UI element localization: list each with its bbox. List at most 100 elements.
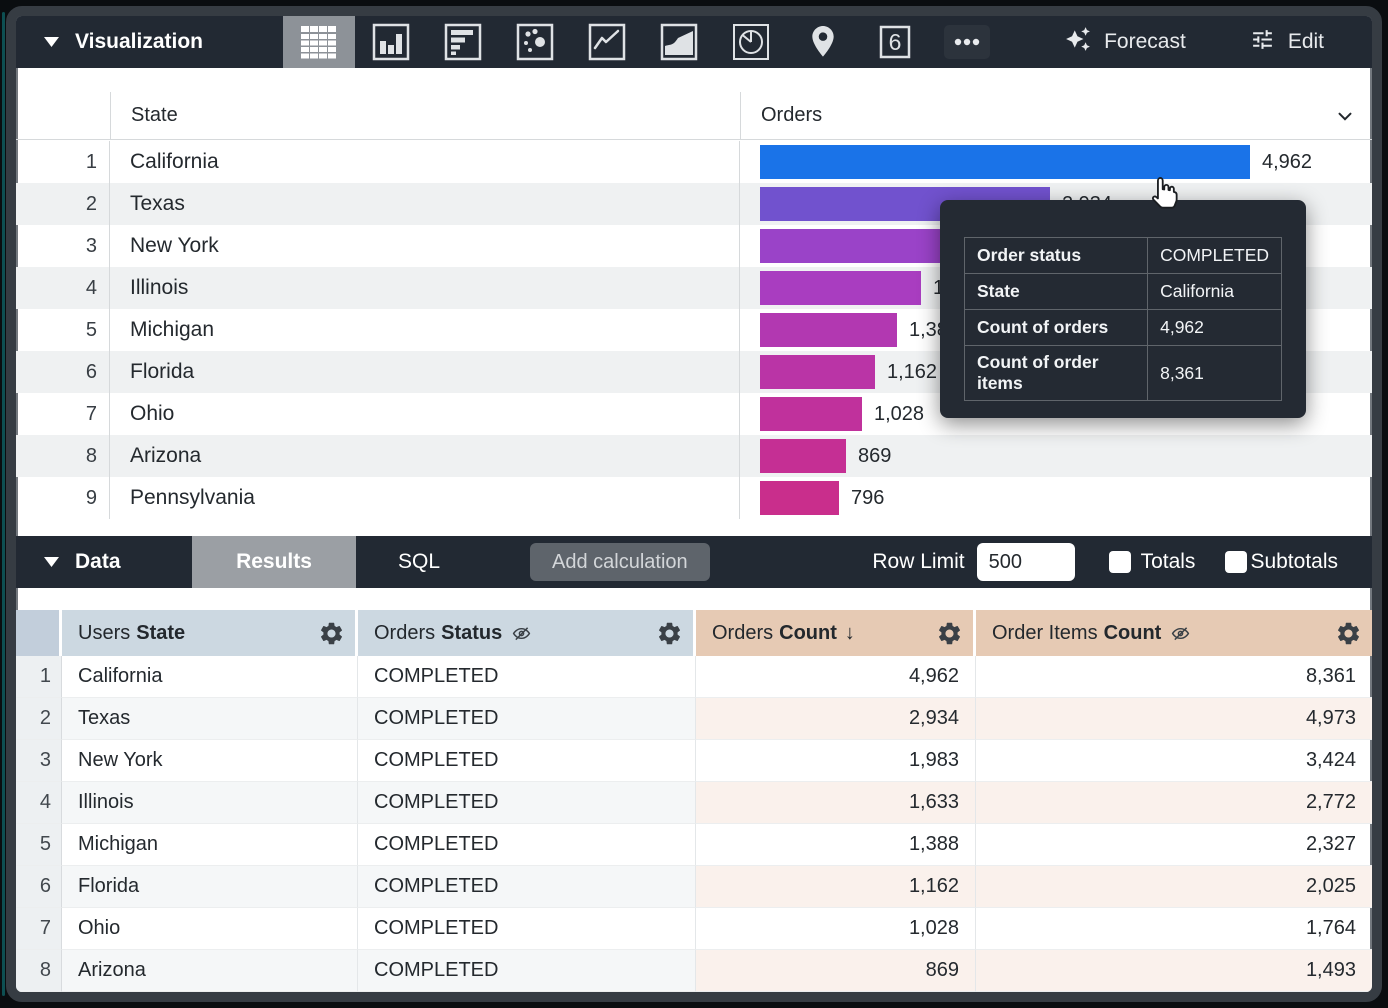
cell[interactable]: COMPLETED: [358, 950, 696, 992]
svg-text:6: 6: [889, 29, 902, 55]
orders-bar[interactable]: [760, 313, 897, 347]
single-value-icon[interactable]: 6: [859, 16, 931, 68]
edit-button[interactable]: Edit: [1250, 27, 1324, 58]
cell[interactable]: 2,772: [976, 782, 1372, 824]
orders-bar[interactable]: [760, 397, 862, 431]
edit-label: Edit: [1287, 30, 1324, 53]
column-prefix: Order Items: [992, 621, 1098, 644]
cell[interactable]: COMPLETED: [358, 656, 696, 698]
cell[interactable]: 1,388: [696, 824, 976, 866]
viz-row-number: 9: [16, 477, 110, 519]
orders-bar[interactable]: [760, 481, 839, 515]
cell[interactable]: 2,934: [696, 698, 976, 740]
cell[interactable]: COMPLETED: [358, 782, 696, 824]
table-icon[interactable]: [283, 16, 355, 68]
subtotals-checkbox[interactable]: [1225, 551, 1248, 573]
orders-bar[interactable]: [760, 439, 846, 473]
cell[interactable]: 3,424: [976, 740, 1372, 782]
viz-row-number: 4: [16, 267, 110, 309]
scatter-plot-icon[interactable]: [499, 16, 571, 68]
state-header-label: State: [131, 104, 178, 126]
row-limit-input[interactable]: [976, 543, 1075, 581]
viz-state-cell: Michigan: [110, 309, 740, 351]
cell[interactable]: Texas: [62, 698, 358, 740]
cell[interactable]: 869: [696, 950, 976, 992]
cell[interactable]: Illinois: [62, 782, 358, 824]
cell[interactable]: 1,764: [976, 908, 1372, 950]
area-chart-icon[interactable]: [643, 16, 715, 68]
cell[interactable]: COMPLETED: [358, 740, 696, 782]
orders-bar[interactable]: [760, 355, 875, 389]
viz-row-number: 6: [16, 351, 110, 393]
tab-results[interactable]: Results: [192, 536, 356, 588]
bar-value-label: 869: [858, 444, 892, 467]
column-header-orders-count[interactable]: Orders Count ↓: [696, 610, 976, 656]
cell[interactable]: 1,028: [696, 908, 976, 950]
hidden-eye-slash-icon: [1170, 623, 1191, 644]
visualization-section-toggle[interactable]: Visualization: [16, 16, 283, 68]
results-table-body: 1 California COMPLETED 4,962 8,361 2 Texas COMP…: [16, 656, 1372, 992]
cell[interactable]: 1,983: [696, 740, 976, 782]
column-chart-icon[interactable]: [355, 16, 427, 68]
cell[interactable]: Ohio: [62, 908, 358, 950]
column-header-order-items-count[interactable]: Order Items Count: [976, 610, 1372, 656]
viz-state-column-header[interactable]: State: [110, 92, 740, 139]
cell[interactable]: COMPLETED: [358, 824, 696, 866]
cell[interactable]: Michigan: [62, 824, 358, 866]
cell[interactable]: COMPLETED: [358, 866, 696, 908]
data-section-toggle[interactable]: Data: [16, 536, 192, 588]
cell[interactable]: Arizona: [62, 950, 358, 992]
viz-state-cell: Pennsylvania: [110, 477, 740, 519]
cell[interactable]: New York: [62, 740, 358, 782]
explore-window: Visualization 6 Forecast Edit State Orde…: [6, 6, 1382, 1002]
cell[interactable]: 2,025: [976, 866, 1372, 908]
viz-state-cell: California: [110, 141, 740, 183]
viz-orders-column-header[interactable]: Orders: [740, 92, 1372, 139]
table-row: 5 Michigan COMPLETED 1,388 2,327: [16, 824, 1372, 866]
cell[interactable]: 1,633: [696, 782, 976, 824]
orders-bar[interactable]: [760, 145, 1250, 179]
more-icon[interactable]: [931, 16, 1003, 68]
column-header-orders-status[interactable]: Orders Status: [358, 610, 696, 656]
line-chart-icon[interactable]: [571, 16, 643, 68]
gear-icon[interactable]: [1335, 620, 1362, 647]
forecast-button[interactable]: Forecast: [1065, 26, 1186, 58]
viz-state-cell: Illinois: [110, 267, 740, 309]
tab-sql[interactable]: SQL: [397, 550, 441, 573]
gear-icon[interactable]: [936, 620, 963, 647]
viz-type-icon-row: 6: [283, 16, 1003, 68]
totals-checkbox[interactable]: [1108, 551, 1131, 573]
cell[interactable]: 4,962: [696, 656, 976, 698]
cell[interactable]: California: [62, 656, 358, 698]
cell[interactable]: 4,973: [976, 698, 1372, 740]
viz-orders-cell: 869: [740, 435, 1372, 477]
cell[interactable]: 1,162: [696, 866, 976, 908]
cell[interactable]: 8,361: [976, 656, 1372, 698]
orders-bar[interactable]: [760, 271, 921, 305]
cell[interactable]: Florida: [62, 866, 358, 908]
viz-state-cell: Texas: [110, 183, 740, 225]
viz-row: 2Texas2,934: [16, 183, 1372, 225]
gear-icon[interactable]: [656, 620, 683, 647]
pie-chart-icon[interactable]: [715, 16, 787, 68]
chevron-down-icon[interactable]: [1334, 105, 1356, 127]
tune-sliders-icon: [1250, 27, 1275, 58]
data-tabs: Results SQL: [192, 536, 482, 588]
cell[interactable]: 1,493: [976, 950, 1372, 992]
gear-icon[interactable]: [318, 620, 345, 647]
cell[interactable]: 2,327: [976, 824, 1372, 866]
viz-row-number: 1: [16, 141, 110, 183]
viz-row-number: 7: [16, 393, 110, 435]
cell[interactable]: COMPLETED: [358, 698, 696, 740]
bar-value-label: 4,962: [1262, 150, 1313, 173]
orders-bar[interactable]: [760, 229, 956, 263]
table-row: 8 Arizona COMPLETED 869 1,493: [16, 950, 1372, 992]
row-number: 1: [16, 656, 62, 698]
column-header-users-state[interactable]: Users State: [62, 610, 358, 656]
map-icon[interactable]: [787, 16, 859, 68]
results-rownum-header: [16, 610, 62, 656]
viz-table-header: State Orders: [16, 92, 1372, 140]
cell[interactable]: COMPLETED: [358, 908, 696, 950]
add-calculation-button[interactable]: Add calculation: [530, 543, 710, 581]
bar-chart-icon[interactable]: [427, 16, 499, 68]
